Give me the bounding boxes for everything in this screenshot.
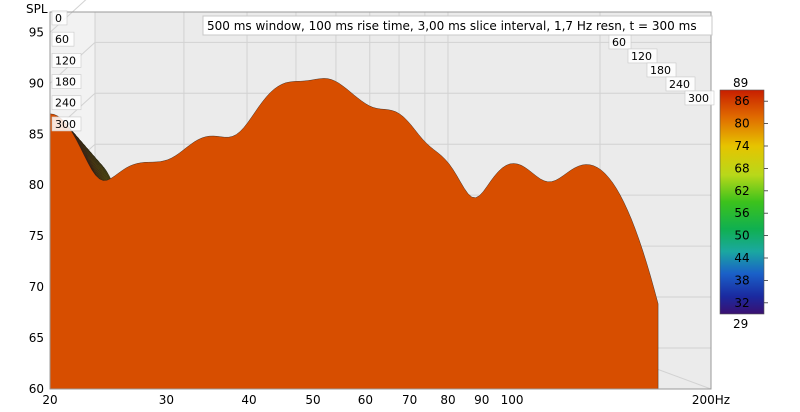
slice-label-left: 60 — [55, 33, 69, 46]
title-box — [202, 15, 713, 36]
colorbar-tick-label: 86 — [734, 94, 749, 108]
y-tick-label: 85 — [29, 127, 44, 141]
colorbar-tick-label: 32 — [734, 296, 749, 310]
colorbar: 89 29 86 80 74 68 62 56 50 44 38 32 — [719, 76, 768, 331]
y-tick-label: 75 — [29, 229, 44, 243]
x-tick-label: 200Hz — [692, 393, 730, 407]
y-tick-label: 90 — [29, 76, 44, 90]
x-tick-label: 50 — [305, 393, 320, 407]
colorbar-tick-label: 68 — [734, 161, 749, 175]
y-tick-label: 95 — [29, 25, 44, 39]
slice-label-left: 300 — [55, 118, 76, 131]
slice-label-right-box — [665, 76, 696, 92]
slice-label-left: 240 — [55, 97, 76, 110]
slice-label-right: 300 — [688, 92, 709, 105]
slice-label-right-box — [646, 62, 677, 78]
x-tick-label: 90 — [474, 393, 489, 407]
x-tick-label: 40 — [241, 393, 256, 407]
slice-label-left-box — [51, 116, 82, 132]
colorbar-tick-label: 80 — [734, 117, 749, 131]
x-tick-label: 30 — [159, 393, 174, 407]
slice-label-left: 180 — [55, 76, 76, 89]
slice-label-right-box — [627, 48, 658, 64]
colorbar-tick-label: 50 — [734, 229, 749, 243]
x-axis: 20 30 40 50 60 70 80 90 100 200Hz — [42, 393, 730, 407]
colorbar-ticks: 86 80 74 68 62 56 50 44 38 32 — [734, 94, 768, 310]
y-tick-label: 70 — [29, 280, 44, 294]
y-axis-label: SPL — [26, 2, 48, 16]
slice-label-right: 60 — [612, 36, 626, 49]
colorbar-min-label: 29 — [733, 317, 748, 331]
slice-label-left: 120 — [55, 54, 76, 67]
slice-label-right: 180 — [650, 64, 671, 77]
slice-label-right-box — [684, 90, 715, 106]
colorbar-tick-label: 62 — [734, 184, 749, 198]
plot-frame — [49, 11, 712, 390]
colorbar-gradient — [719, 89, 765, 315]
slice-label-left-box — [51, 74, 82, 89]
colorbar-max-label: 89 — [733, 76, 748, 90]
y-tick-label: 80 — [29, 178, 44, 192]
colorbar-tick-label: 56 — [734, 206, 749, 220]
slice-label-right: 240 — [669, 78, 690, 91]
waterfall-surface — [49, 78, 659, 390]
slice-label-left-box — [51, 31, 75, 47]
slice-label-left-box — [51, 10, 68, 26]
y-tick-label: 65 — [29, 331, 44, 345]
x-tick-label: 80 — [440, 393, 455, 407]
colorbar-tick-label: 38 — [734, 273, 749, 287]
chart-title: 500 ms window, 100 ms rise time, 3,00 ms… — [207, 19, 697, 33]
y-axis: 60 65 70 75 80 85 90 95 — [29, 25, 44, 396]
colorbar-tick-label: 74 — [734, 139, 749, 153]
x-tick-label: 20 — [42, 393, 57, 407]
x-tick-label: 60 — [358, 393, 373, 407]
y-tick-label: 60 — [29, 382, 44, 396]
x-tick-label: 100 — [501, 393, 524, 407]
time-slice-labels: 006060120120180180240240300300 — [51, 10, 715, 132]
x-tick-label: 70 — [402, 393, 417, 407]
slice-label-right: 120 — [631, 50, 652, 63]
time-slice — [49, 78, 659, 390]
slice-label-left-box — [51, 53, 82, 68]
colorbar-tick-label: 44 — [734, 251, 749, 265]
slice-label-left-box — [51, 95, 82, 111]
slice-label-left: 0 — [55, 12, 62, 25]
